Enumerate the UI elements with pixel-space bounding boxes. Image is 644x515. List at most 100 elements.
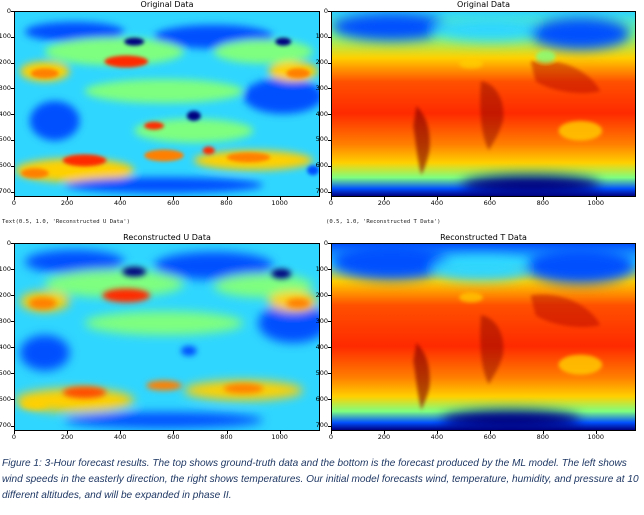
figure-caption: Figure 1: 3-Hour forecast results. The t… [2,458,639,501]
y-tick-mark [328,139,331,141]
y-tick-mark [11,191,14,193]
x-tick-label: 200 [60,433,74,441]
x-tick-mark [67,197,69,200]
x-tick-mark [173,197,175,200]
y-tick-label: 400 [0,342,11,351]
x-tick-mark [542,197,544,200]
y-tick-mark [11,425,14,427]
y-tick-mark [11,269,14,271]
x-tick-mark [120,197,122,200]
y-tick-mark [328,347,331,349]
y-tick-label: 100 [0,32,11,41]
x-tick-mark [595,197,597,200]
y-tick-mark [328,243,331,244]
x-tick-label: 0 [328,199,334,207]
y-tick-mark [11,36,14,38]
y-tick-label: 500 [0,368,11,377]
x-tick-mark [383,197,385,200]
wind-field-map [14,11,320,197]
x-tick-label: 800 [536,199,549,207]
y-tick-label: 600 [0,161,11,170]
x-tick-label: 1000 [271,199,288,207]
y-tick-mark [328,36,331,38]
y-tick-mark [11,373,14,375]
x-tick-label: 1000 [271,433,288,441]
x-tick-label: 0 [11,199,17,207]
x-tick-mark [436,431,438,434]
y-tick-mark [328,88,331,90]
x-tick-label: 600 [483,199,497,207]
x-tick-label: 800 [536,433,549,441]
x-tick-label: 400 [430,433,444,441]
x-tick-label: 600 [167,199,180,207]
x-tick-label: 0 [328,433,334,441]
x-tick-mark [67,431,69,434]
y-tick-label: 200 [315,58,328,67]
y-tick-mark [11,139,14,141]
y-tick-mark [11,399,14,401]
y-tick-mark [328,62,331,64]
y-tick-label: 700 [0,187,11,196]
y-tick-label: 100 [315,32,328,41]
y-tick-mark [328,269,331,271]
y-tick-label: 0 [323,238,328,247]
x-tick-mark [436,197,438,200]
y-tick-label: 600 [315,161,328,170]
x-tick-mark [383,431,385,434]
y-tick-label: 300 [315,83,328,92]
y-tick-label: 400 [0,109,11,118]
x-tick-mark [120,431,122,434]
y-tick-label: 300 [0,83,11,92]
y-tick-label: 100 [0,264,11,273]
panel-title: Reconstructed U Data [123,233,211,242]
y-tick-mark [11,88,14,90]
x-tick-mark [226,431,228,434]
x-tick-mark [226,197,228,200]
x-tick-label: 800 [220,433,233,441]
y-tick-label: 500 [0,135,11,144]
y-tick-label: 400 [315,342,328,351]
x-tick-mark [331,197,332,200]
y-tick-label: 0 [323,6,328,15]
cell-output-text: (0.5, 1.0, 'Reconstructed T Data') [326,219,441,225]
panel-title: Original Data [457,0,510,9]
x-tick-label: 200 [377,433,391,441]
x-tick-label: 1000 [587,199,605,207]
y-tick-label: 500 [315,368,328,377]
y-tick-label: 0 [6,238,11,247]
y-tick-mark [328,321,331,323]
y-tick-label: 500 [315,135,328,144]
x-tick-label: 200 [60,199,74,207]
temperature-field-map [331,243,636,431]
y-tick-label: 700 [315,187,328,196]
x-tick-mark [14,197,15,200]
cell-output-text: Text(0.5, 1.0, 'Reconstructed U Data') [2,219,130,225]
y-tick-label: 100 [315,264,328,273]
x-tick-mark [14,431,15,434]
y-tick-label: 700 [0,421,11,430]
y-tick-mark [328,425,331,427]
y-tick-mark [11,165,14,167]
x-tick-mark [331,431,332,434]
x-tick-mark [279,431,281,434]
y-tick-mark [11,11,14,12]
x-tick-label: 400 [430,199,444,207]
y-tick-label: 0 [6,6,11,15]
y-tick-label: 200 [0,58,11,67]
wind-field-map [14,243,320,431]
panel-title: Reconstructed T Data [440,233,527,242]
x-tick-label: 0 [11,433,17,441]
y-tick-mark [11,114,14,116]
y-tick-mark [328,165,331,167]
x-tick-mark [489,431,491,434]
y-tick-label: 200 [0,290,11,299]
x-tick-label: 600 [167,433,180,441]
y-tick-mark [328,114,331,116]
x-tick-label: 200 [377,199,391,207]
y-tick-label: 600 [315,394,328,403]
y-tick-label: 200 [315,290,328,299]
x-tick-label: 400 [114,433,127,441]
x-tick-mark [489,197,491,200]
y-tick-mark [328,11,331,12]
x-tick-mark [173,431,175,434]
